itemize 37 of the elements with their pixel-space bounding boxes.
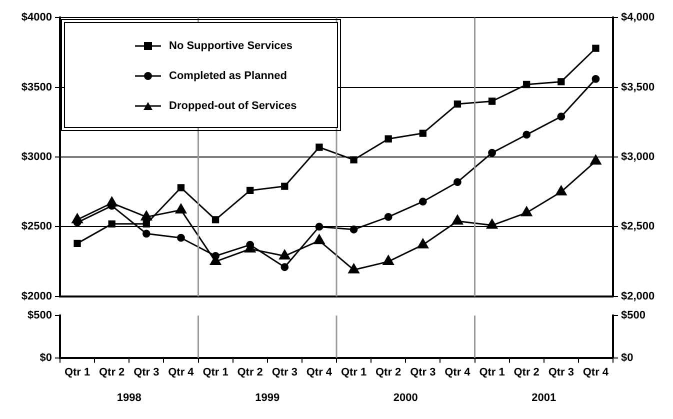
y-tick-label: $500 xyxy=(28,310,52,322)
y2-tick-label: $0 xyxy=(621,352,634,364)
x-tick-label: Qtr 1 xyxy=(64,366,90,378)
y-tick-label: $4000 xyxy=(21,12,52,24)
x-tick-label: Qtr 3 xyxy=(272,366,298,378)
text: 2001 xyxy=(532,392,556,404)
x-tick-label: Qtr 2 xyxy=(376,366,402,378)
text: 1999 xyxy=(255,392,280,404)
y-tick-label: $2000 xyxy=(21,290,52,302)
y2-tick-label: $4,000 xyxy=(621,12,655,24)
x-tick-label: Qtr 2 xyxy=(237,366,263,378)
y-tick-label: $2500 xyxy=(21,220,52,233)
x-tick-label: Qtr 3 xyxy=(548,366,574,378)
y2-tick-label: $500 xyxy=(621,310,646,322)
x-tick-label: Qtr 4 xyxy=(306,366,333,378)
text: 1998 xyxy=(116,392,142,404)
x-tick-label: Qtr 1 xyxy=(202,366,228,378)
x-tick-label: Qtr 3 xyxy=(410,366,436,378)
y2-tick-label: $2,000 xyxy=(621,290,655,302)
x-tick-label: Qtr 2 xyxy=(514,366,540,378)
y-tick-label: $3000 xyxy=(21,151,52,164)
y-tick-label: $0 xyxy=(40,352,52,364)
x-tick-label: Qtr 4 xyxy=(582,366,610,378)
legend-label: No Supportive Services xyxy=(169,40,292,52)
x-tick-label: Qtr 4 xyxy=(444,366,472,378)
x-tick-label: Qtr 2 xyxy=(99,366,125,378)
y2-tick-label: $2,500 xyxy=(621,220,655,233)
y2-tick-label: $3,000 xyxy=(621,151,655,164)
x-tick-label: Qtr 3 xyxy=(134,366,160,378)
x-tick-label: Qtr 1 xyxy=(479,366,505,378)
text: 2000 xyxy=(393,392,418,404)
y2-tick-label: $3,500 xyxy=(621,81,655,94)
x-tick-label: Qtr 1 xyxy=(340,366,367,378)
x-tick-label: Qtr 4 xyxy=(168,366,195,378)
legend-label: Completed as Planned xyxy=(169,70,287,82)
y-tick-label: $3500 xyxy=(21,81,52,94)
legend-label: Dropped-out of Services xyxy=(169,100,297,112)
